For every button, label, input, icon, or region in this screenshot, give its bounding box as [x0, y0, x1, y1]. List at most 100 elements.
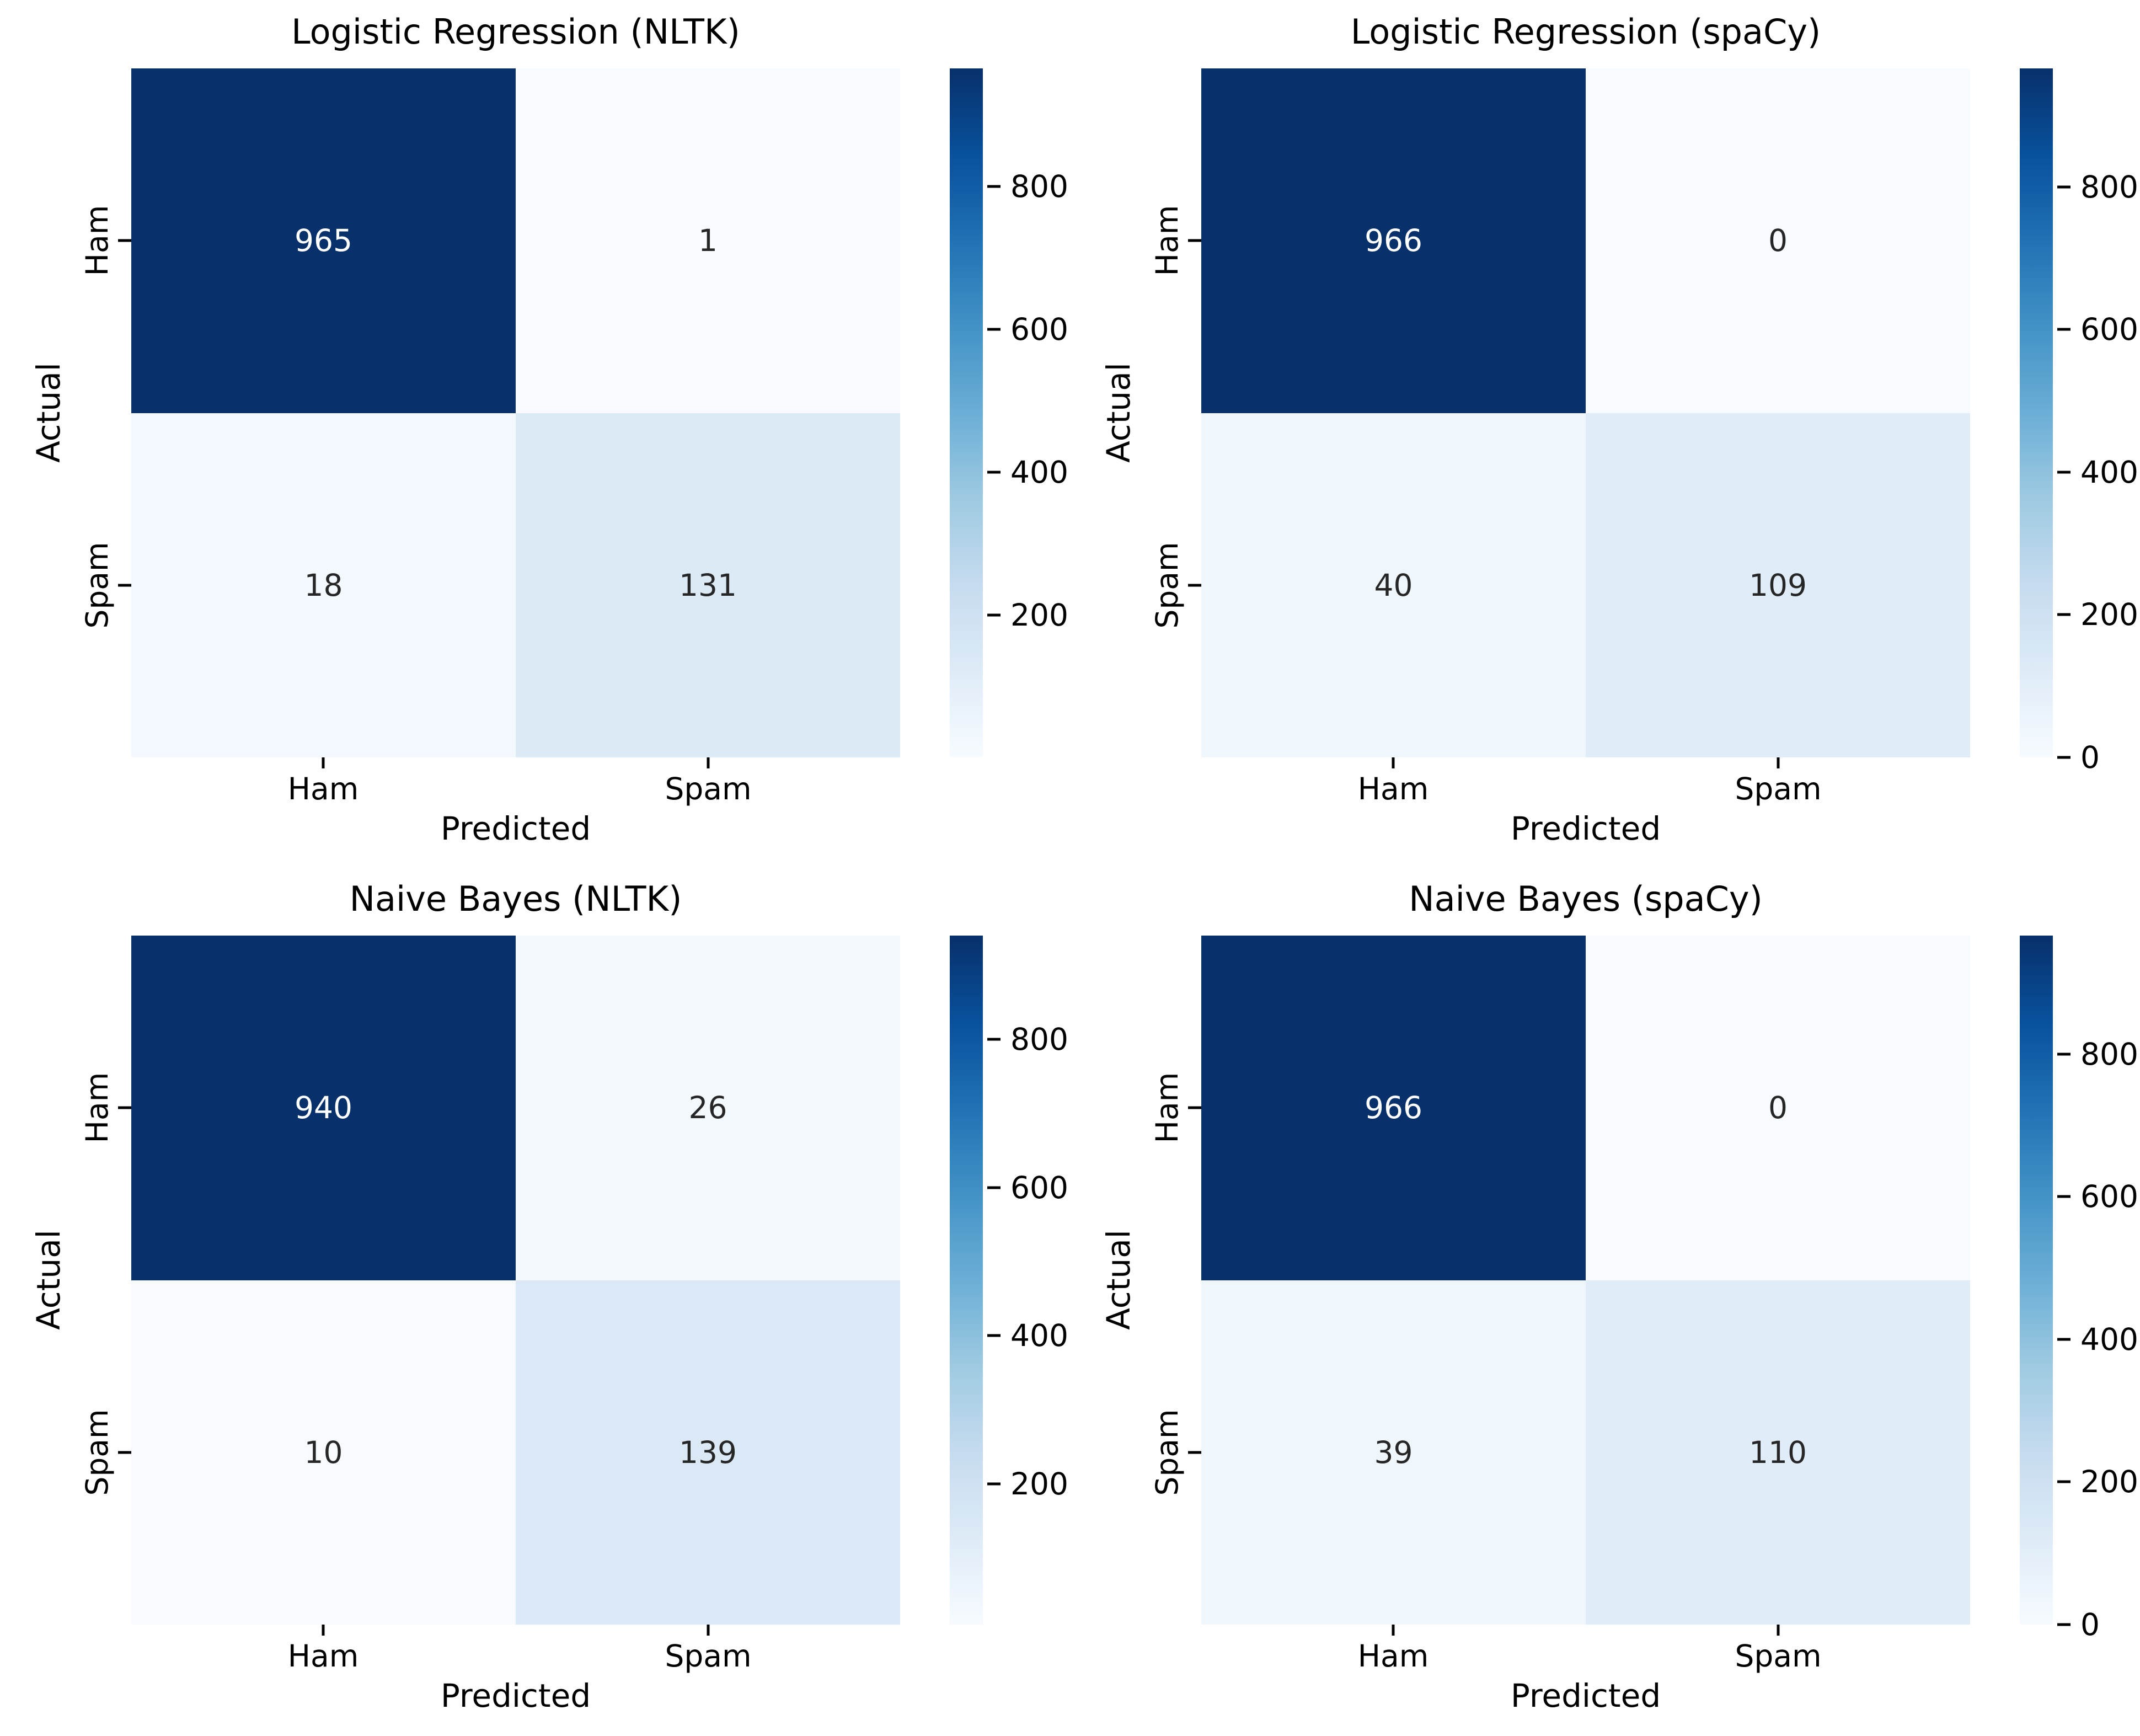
confusion-matrix-heatmap: 940 26 10 139 [131, 936, 900, 1625]
colorbar-tick-label: 600 [2080, 1179, 2138, 1215]
x-axis-label: Predicted [1510, 1677, 1661, 1714]
x-tick-mark [707, 757, 710, 768]
colorbar-tick-mark [2057, 471, 2071, 474]
heatmap-cell-ham-ham: 940 [131, 936, 516, 1280]
confusion-matrix-heatmap: 966 0 40 109 [1201, 68, 1970, 757]
x-tick-mark [1777, 1625, 1780, 1636]
heatmap-cell-ham-spam: 0 [1586, 68, 1970, 413]
heatmap-cell-ham-spam: 1 [516, 68, 900, 413]
x-tick-mark [1392, 757, 1395, 768]
colorbar-tick-mark [987, 1186, 1001, 1189]
colorbar-tick-mark [2057, 1480, 2071, 1483]
x-axis-label: Predicted [440, 810, 591, 847]
subplot-naive-bayes-nltk: Naive Bayes (NLTK) Actual Ham Spam 940 26… [22, 876, 1092, 1736]
y-axis-label: Actual [30, 362, 67, 463]
y-tick-label-spam: Spam [1149, 1409, 1185, 1496]
heatmap-cell-ham-spam: 0 [1586, 936, 1970, 1280]
x-axis-label: Predicted [440, 1677, 591, 1714]
y-tick-mark [118, 1106, 131, 1109]
colorbar-tick-mark [2057, 1338, 2071, 1341]
subplot-title: Naive Bayes (NLTK) [349, 879, 682, 919]
colorbar-tick-mark [2057, 1623, 2071, 1626]
colorbar [950, 936, 983, 1625]
colorbar-tick-label: 200 [1010, 597, 1068, 633]
colorbar-tick-label: 200 [2080, 1464, 2138, 1500]
colorbar [2020, 68, 2053, 757]
y-tick-mark [1188, 1106, 1201, 1109]
colorbar-tick-label: 600 [1010, 1169, 1068, 1205]
x-tick-label-ham: Ham [287, 771, 359, 806]
confusion-matrix-heatmap: 965 1 18 131 [131, 68, 900, 757]
colorbar-tick-mark [2057, 613, 2071, 616]
y-tick-mark [1188, 1451, 1201, 1454]
x-tick-mark [707, 1625, 710, 1636]
colorbar-tick-label: 400 [2080, 454, 2138, 490]
heatmap-cell-spam-ham: 39 [1201, 1280, 1586, 1625]
colorbar-tick-mark [2057, 1195, 2071, 1198]
colorbar-tick-label: 600 [2080, 312, 2138, 348]
colorbar-tick-label: 600 [1010, 311, 1068, 347]
colorbar-tick-label: 400 [1010, 1318, 1068, 1354]
x-tick-label-spam: Spam [1735, 771, 1822, 806]
x-tick-label-spam: Spam [665, 771, 752, 806]
colorbar-tick-label: 200 [2080, 597, 2138, 633]
x-tick-mark [322, 757, 325, 768]
colorbar-tick-mark [2057, 328, 2071, 331]
y-tick-label-ham: Ham [1149, 1072, 1185, 1144]
heatmap-cell-ham-ham: 965 [131, 68, 516, 413]
y-tick-mark [118, 239, 131, 242]
colorbar-tick-mark [987, 1482, 1001, 1486]
y-axis-label: Actual [1100, 1230, 1137, 1330]
colorbar-tick-mark [987, 1334, 1001, 1337]
x-tick-mark [1777, 757, 1780, 768]
y-tick-label-spam: Spam [79, 542, 115, 629]
colorbar-tick-label: 200 [1010, 1466, 1068, 1502]
colorbar-tick-label: 800 [2080, 169, 2138, 205]
colorbar-tick-mark [2057, 756, 2071, 759]
colorbar-tick-mark [987, 471, 1001, 474]
subplot-logistic-regression-nltk: Logistic Regression (NLTK) Actual Ham Sp… [22, 9, 1092, 869]
heatmap-cell-spam-spam: 131 [516, 413, 900, 757]
y-tick-label-spam: Spam [1149, 542, 1185, 629]
heatmap-cell-spam-ham: 18 [131, 413, 516, 757]
x-tick-label-ham: Ham [1357, 771, 1429, 806]
colorbar-tick-mark [987, 1038, 1001, 1041]
subplot-title: Logistic Regression (NLTK) [291, 12, 740, 52]
x-tick-label-spam: Spam [1735, 1638, 1822, 1674]
colorbar-tick-mark [987, 328, 1001, 331]
y-axis-label: Actual [1100, 362, 1137, 463]
colorbar-tick-mark [987, 185, 1001, 188]
y-tick-mark [118, 584, 131, 587]
x-tick-label-ham: Ham [287, 1638, 359, 1674]
colorbar-tick-label: 800 [1010, 168, 1068, 204]
subplot-logistic-regression-spacy: Logistic Regression (spaCy) Actual Ham S… [1092, 9, 2140, 869]
y-tick-label-ham: Ham [1149, 205, 1185, 276]
y-tick-label-spam: Spam [79, 1409, 115, 1496]
y-tick-label-ham: Ham [79, 1072, 115, 1144]
colorbar-tick-mark [2057, 185, 2071, 189]
y-tick-mark [118, 1451, 131, 1454]
colorbar [2020, 936, 2053, 1625]
x-tick-mark [322, 1625, 325, 1636]
y-tick-mark [1188, 584, 1201, 587]
x-tick-mark [1392, 1625, 1395, 1636]
y-axis-label: Actual [30, 1230, 67, 1330]
confusion-matrix-heatmap: 966 0 39 110 [1201, 936, 1970, 1625]
colorbar-tick-mark [2057, 1053, 2071, 1056]
colorbar-tick-label: 800 [1010, 1022, 1068, 1057]
heatmap-cell-spam-ham: 40 [1201, 413, 1586, 757]
subplot-title: Logistic Regression (spaCy) [1350, 12, 1821, 52]
subplot-title: Naive Bayes (spaCy) [1409, 879, 1763, 919]
y-tick-label-ham: Ham [79, 205, 115, 276]
x-tick-label-spam: Spam [665, 1638, 752, 1674]
heatmap-cell-spam-spam: 139 [516, 1280, 900, 1625]
colorbar [950, 68, 983, 757]
heatmap-cell-ham-ham: 966 [1201, 936, 1586, 1280]
colorbar-tick-label: 400 [1010, 455, 1068, 490]
heatmap-cell-spam-spam: 109 [1586, 413, 1970, 757]
colorbar-tick-mark [987, 613, 1001, 617]
subplot-naive-bayes-spacy: Naive Bayes (spaCy) Actual Ham Spam 966 0… [1092, 876, 2140, 1736]
colorbar-tick-label: 0 [2080, 1607, 2100, 1642]
colorbar-tick-label: 800 [2080, 1036, 2138, 1072]
heatmap-cell-ham-ham: 966 [1201, 68, 1586, 413]
